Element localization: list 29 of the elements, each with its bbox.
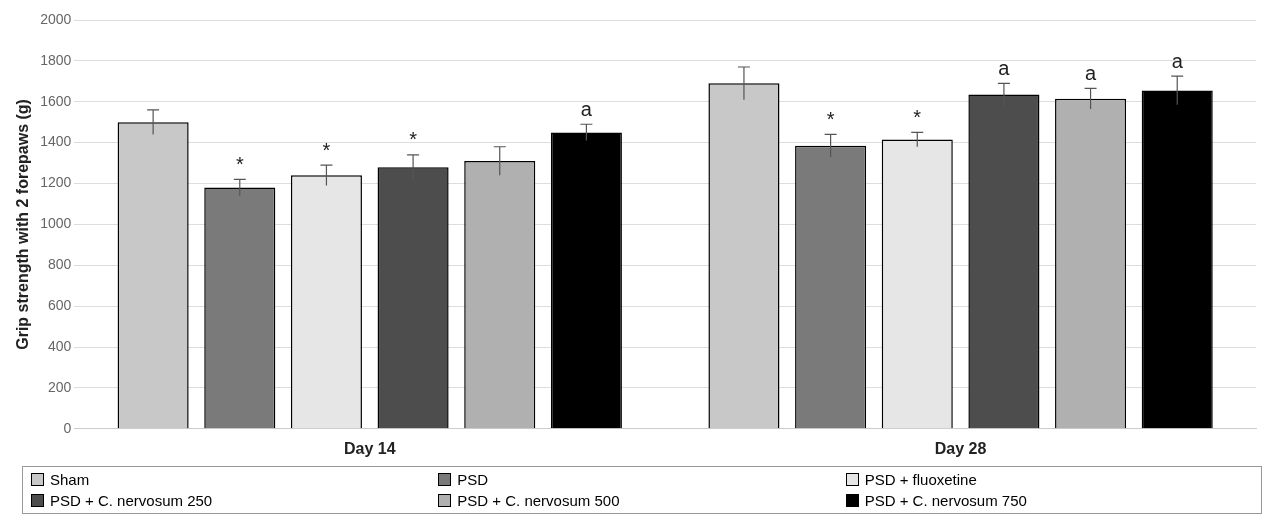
data-label: a [580,97,593,120]
y-tick-label: 1400 [40,133,72,150]
legend-label: PSD [457,471,489,488]
y-tick-label: 1800 [40,51,72,68]
y-tick-label: 200 [47,378,72,395]
data-label: * [913,105,922,128]
data-label: * [826,107,835,130]
legend-label: PSD + C. nervosum 250 [50,492,213,509]
legend-label: PSD + C. nervosum 750 [864,492,1027,509]
y-tick-label: 1000 [40,215,72,232]
y-tick-label: 2000 [40,10,72,27]
data-label: a [1085,61,1098,84]
legend-label: PSD + fluoxetine [864,471,977,488]
y-tick-label: 1200 [40,174,72,191]
y-tick-label: 1600 [40,92,72,109]
data-label: * [409,128,418,151]
y-tick-label: 400 [47,337,72,354]
y-tick-label: 600 [47,297,72,314]
y-axis-title: Grip strength with 2 forepaws (g) [14,99,32,350]
x-tick-label: Day 28 [934,439,987,457]
data-label: a [1171,49,1184,72]
y-tick-label: 0 [63,419,72,436]
legend-label: PSD + C. nervosum 500 [457,492,620,509]
data-label: * [322,138,331,161]
data-label: a [998,56,1011,79]
y-tick-label: 800 [47,256,72,273]
legend-label: Sham [50,471,90,488]
x-tick-label: Day 14 [343,439,396,457]
data-label: * [235,152,244,175]
